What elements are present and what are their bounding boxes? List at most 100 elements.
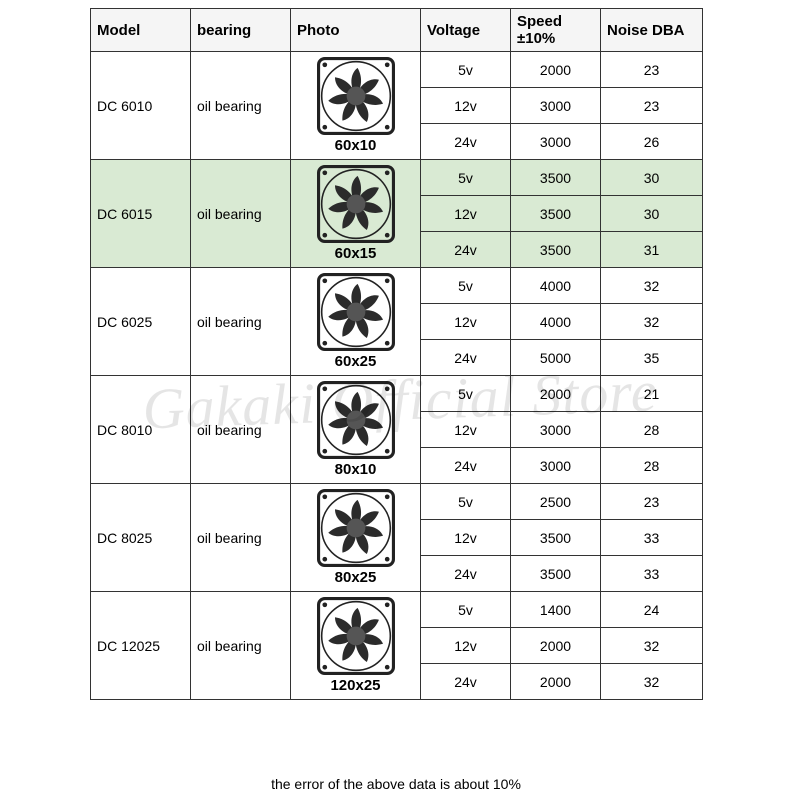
spec-table-container: Model bearing Photo Voltage Speed ±10% N… (90, 8, 702, 700)
noise-cell: 32 (601, 664, 703, 700)
speed-cell: 1400 (511, 592, 601, 628)
table-row: DC 8025oil bearing 80x255v250023 (91, 484, 703, 520)
photo-label: 60x10 (335, 137, 377, 154)
fan-icon (317, 489, 395, 567)
bearing-cell: oil bearing (191, 160, 291, 268)
speed-cell: 2000 (511, 628, 601, 664)
photo-cell: 60x10 (291, 52, 421, 160)
noise-cell: 32 (601, 304, 703, 340)
voltage-cell: 5v (421, 484, 511, 520)
col-model: Model (91, 9, 191, 52)
model-cell: DC 8010 (91, 376, 191, 484)
fan-icon (317, 597, 395, 675)
speed-cell: 3500 (511, 556, 601, 592)
noise-cell: 24 (601, 592, 703, 628)
voltage-cell: 24v (421, 232, 511, 268)
noise-cell: 33 (601, 520, 703, 556)
table-row: DC 6025oil bearing 60x255v400032 (91, 268, 703, 304)
model-cell: DC 12025 (91, 592, 191, 700)
voltage-cell: 24v (421, 124, 511, 160)
voltage-cell: 24v (421, 556, 511, 592)
model-cell: DC 6010 (91, 52, 191, 160)
voltage-cell: 12v (421, 412, 511, 448)
speed-cell: 3500 (511, 160, 601, 196)
voltage-cell: 5v (421, 592, 511, 628)
noise-cell: 35 (601, 340, 703, 376)
footer-note: the error of the above data is about 10% (90, 776, 702, 792)
col-speed: Speed ±10% (511, 9, 601, 52)
photo-cell: 60x25 (291, 268, 421, 376)
photo-label: 60x15 (335, 245, 377, 262)
model-cell: DC 8025 (91, 484, 191, 592)
voltage-cell: 12v (421, 520, 511, 556)
photo-cell: 120x25 (291, 592, 421, 700)
photo-cell: 80x10 (291, 376, 421, 484)
noise-cell: 33 (601, 556, 703, 592)
speed-cell: 2000 (511, 664, 601, 700)
speed-cell: 2000 (511, 52, 601, 88)
fan-icon (317, 57, 395, 135)
noise-cell: 21 (601, 376, 703, 412)
noise-cell: 28 (601, 448, 703, 484)
model-cell: DC 6025 (91, 268, 191, 376)
noise-cell: 32 (601, 628, 703, 664)
noise-cell: 23 (601, 88, 703, 124)
col-photo: Photo (291, 9, 421, 52)
speed-cell: 2500 (511, 484, 601, 520)
voltage-cell: 5v (421, 376, 511, 412)
speed-cell: 3500 (511, 520, 601, 556)
voltage-cell: 5v (421, 268, 511, 304)
speed-cell: 3500 (511, 232, 601, 268)
noise-cell: 32 (601, 268, 703, 304)
speed-cell: 3000 (511, 88, 601, 124)
photo-cell: 60x15 (291, 160, 421, 268)
speed-cell: 3000 (511, 124, 601, 160)
speed-cell: 5000 (511, 340, 601, 376)
noise-cell: 28 (601, 412, 703, 448)
header-row: Model bearing Photo Voltage Speed ±10% N… (91, 9, 703, 52)
voltage-cell: 12v (421, 628, 511, 664)
fan-icon (317, 165, 395, 243)
table-row: DC 8010oil bearing 80x105v200021 (91, 376, 703, 412)
speed-cell: 3000 (511, 412, 601, 448)
bearing-cell: oil bearing (191, 376, 291, 484)
noise-cell: 30 (601, 160, 703, 196)
speed-cell: 2000 (511, 376, 601, 412)
voltage-cell: 24v (421, 664, 511, 700)
speed-cell: 3500 (511, 196, 601, 232)
bearing-cell: oil bearing (191, 592, 291, 700)
speed-cell: 3000 (511, 448, 601, 484)
col-voltage: Voltage (421, 9, 511, 52)
noise-cell: 30 (601, 196, 703, 232)
col-bearing: bearing (191, 9, 291, 52)
photo-label: 120x25 (330, 677, 380, 694)
voltage-cell: 12v (421, 88, 511, 124)
bearing-cell: oil bearing (191, 268, 291, 376)
spec-table: Model bearing Photo Voltage Speed ±10% N… (90, 8, 703, 700)
voltage-cell: 12v (421, 196, 511, 232)
voltage-cell: 12v (421, 304, 511, 340)
bearing-cell: oil bearing (191, 484, 291, 592)
bearing-cell: oil bearing (191, 52, 291, 160)
noise-cell: 31 (601, 232, 703, 268)
noise-cell: 23 (601, 484, 703, 520)
table-row: DC 6010oil bearing 60x105v200023 (91, 52, 703, 88)
speed-cell: 4000 (511, 304, 601, 340)
voltage-cell: 24v (421, 340, 511, 376)
voltage-cell: 5v (421, 160, 511, 196)
photo-label: 80x25 (335, 569, 377, 586)
speed-cell: 4000 (511, 268, 601, 304)
photo-cell: 80x25 (291, 484, 421, 592)
model-cell: DC 6015 (91, 160, 191, 268)
noise-cell: 26 (601, 124, 703, 160)
noise-cell: 23 (601, 52, 703, 88)
table-row: DC 12025oil bearing 120x255v140024 (91, 592, 703, 628)
fan-icon (317, 381, 395, 459)
photo-label: 80x10 (335, 461, 377, 478)
col-noise: Noise DBA (601, 9, 703, 52)
table-row: DC 6015oil bearing 60x155v350030 (91, 160, 703, 196)
fan-icon (317, 273, 395, 351)
voltage-cell: 24v (421, 448, 511, 484)
voltage-cell: 5v (421, 52, 511, 88)
photo-label: 60x25 (335, 353, 377, 370)
